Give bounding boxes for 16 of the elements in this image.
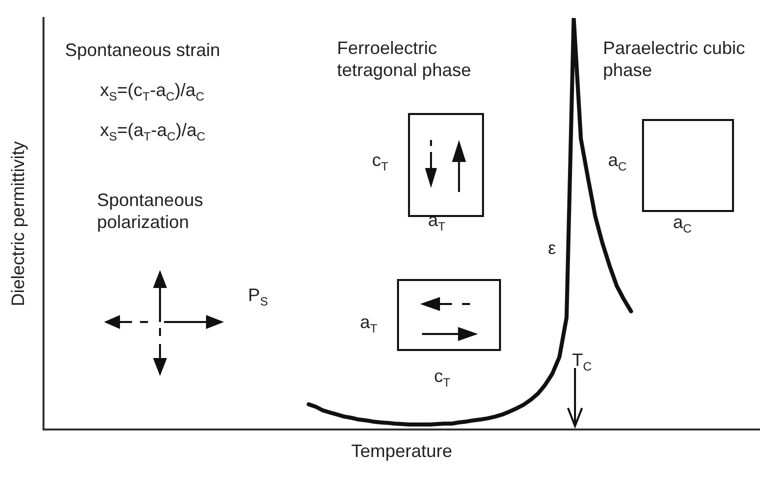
annotation: Paraelectric cubic phase (603, 38, 746, 82)
annotation: x$_{S}$=(c$_{T}$-a$_{C}$)/a$_{C}$ (100, 80, 204, 104)
annotation: Spontaneous polarization (97, 190, 204, 234)
y-axis-title: Dielectric permittivity (8, 141, 28, 306)
annotation: Ferroelectric tetragonal phase (337, 38, 472, 82)
annotation: c$_{T}$ (434, 366, 450, 390)
annotation: c$_{T}$ (372, 150, 388, 174)
annotation: Spontaneous strain (65, 40, 220, 62)
annotation: a$_{C}$ (608, 150, 627, 174)
annotation: P$_{S}$ (248, 285, 268, 309)
annotation: a$_{T}$ (360, 312, 378, 336)
annotation: ε (548, 238, 556, 260)
annotation: a$_{C}$ (673, 212, 692, 236)
annotation: T$_{C}$ (572, 350, 592, 374)
x-axis-title: Temperature (351, 441, 452, 462)
annotation: x$_{S}$=(a$_{T}$-a$_{C}$)/a$_{C}$ (100, 120, 206, 144)
